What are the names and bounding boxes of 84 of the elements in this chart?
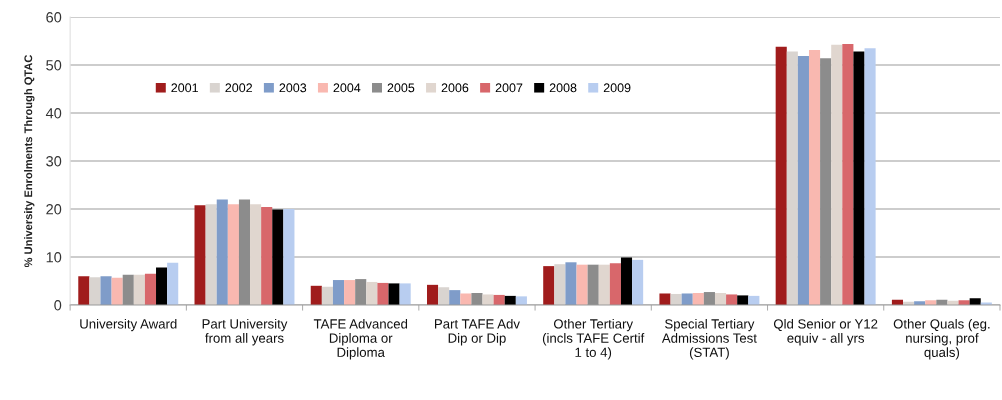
bar	[272, 209, 284, 305]
legend-label: 2007	[495, 83, 523, 93]
bar	[726, 294, 738, 305]
bar	[438, 287, 450, 305]
bar	[632, 259, 644, 305]
y-tick-label: 20	[46, 204, 62, 215]
y-tick-label: 50	[46, 60, 62, 71]
bar	[332, 280, 345, 305]
legend-label: 2005	[387, 83, 415, 93]
bar	[515, 296, 527, 305]
bar	[864, 48, 876, 305]
x-tick-label: Part University from all years	[202, 318, 288, 346]
x-tick-label: Part TAFE Adv Dip or Dip	[435, 318, 520, 346]
y-tick-label: 60	[46, 12, 62, 23]
bar	[831, 44, 843, 305]
bar	[156, 267, 168, 305]
bar	[820, 58, 832, 305]
legend-label: 2002	[225, 83, 253, 93]
y-tick-label: 0	[54, 300, 62, 311]
bar	[449, 290, 461, 305]
bar	[786, 51, 798, 305]
legend-label: 2003	[279, 83, 307, 93]
bar	[620, 257, 633, 305]
bar	[565, 262, 577, 305]
bar	[842, 43, 854, 305]
bar	[89, 277, 101, 305]
y-tick-label: 30	[46, 156, 62, 167]
bar	[377, 282, 389, 305]
bar	[144, 273, 157, 305]
bar	[283, 209, 295, 305]
bar	[111, 277, 123, 305]
legend-label: 2001	[171, 83, 198, 93]
bar	[703, 292, 715, 305]
bar	[321, 286, 333, 305]
x-tick-label: TAFE Advanced Diploma or Diploma	[313, 318, 408, 360]
bar	[388, 283, 400, 305]
bar	[133, 274, 145, 305]
bar	[194, 205, 206, 305]
bar	[355, 279, 367, 305]
bar	[216, 199, 228, 305]
bar	[399, 283, 411, 305]
bar	[576, 264, 588, 305]
bar	[122, 274, 134, 305]
y-tick-label: 10	[46, 252, 62, 263]
bar	[78, 276, 90, 305]
legend-label: 2006	[441, 83, 469, 93]
bar	[426, 284, 439, 305]
y-axis-title: % University Enrolments Through QTAC	[24, 54, 35, 268]
bar	[460, 293, 472, 305]
bar	[310, 285, 322, 305]
bar	[714, 293, 727, 305]
bar	[681, 293, 693, 305]
bar	[261, 207, 273, 305]
x-tick-label: University Award	[80, 318, 177, 332]
x-tick-label: Other Quals (eg. nursing, prof quals)	[893, 318, 990, 360]
bar	[250, 204, 262, 305]
bar	[227, 204, 239, 305]
bar	[659, 293, 671, 305]
bar	[471, 293, 483, 305]
bar	[808, 50, 821, 305]
bar	[797, 55, 809, 305]
bar	[587, 264, 599, 305]
bar	[344, 280, 356, 305]
bar	[775, 46, 787, 305]
bar	[692, 293, 704, 305]
bar	[205, 204, 217, 305]
bar	[737, 295, 749, 305]
x-tick-label: Special Tertiary Admissions Test (STAT)	[661, 318, 757, 360]
bar	[167, 262, 179, 305]
bar	[853, 51, 865, 305]
bar	[598, 264, 610, 305]
legend-label: 2008	[549, 83, 577, 93]
x-tick-label: Qld Senior or Y12 equiv - all yrs	[773, 318, 878, 346]
bar	[482, 294, 494, 305]
legend-label: 2004	[333, 83, 361, 93]
legend-label: 2009	[603, 83, 631, 93]
bar	[609, 263, 621, 305]
bar	[238, 199, 251, 305]
bar	[554, 264, 566, 305]
bar	[100, 276, 112, 305]
bar	[543, 266, 555, 305]
bar	[366, 281, 378, 305]
x-tick-label: Other Tertiary (incls TAFE Certif 1 to 4)	[542, 318, 645, 360]
y-tick-label: 40	[45, 108, 62, 119]
